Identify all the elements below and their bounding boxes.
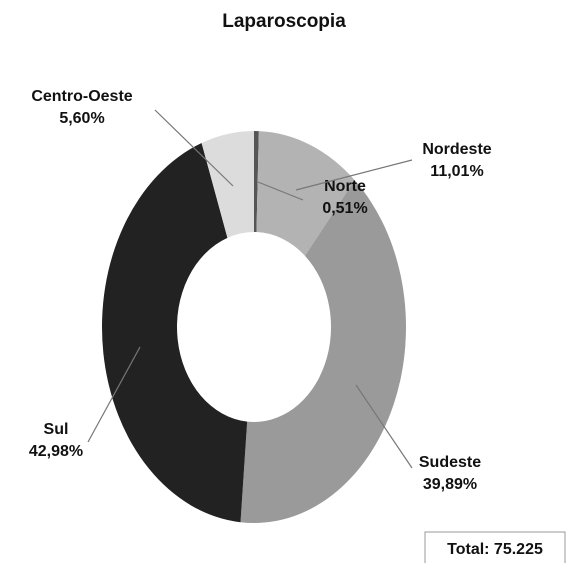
leader-line [295, 159, 413, 191]
slice [201, 131, 254, 238]
slice-name: Nordeste [422, 141, 491, 158]
leader-line [87, 346, 141, 443]
slice-value: 42,98% [29, 443, 83, 460]
total-box [424, 531, 566, 563]
slice-value: 5,60% [59, 110, 104, 127]
total-label: Total: 75.225 [447, 541, 543, 558]
slice-name: Sudeste [419, 454, 481, 471]
slice-value: 11,01% [430, 163, 483, 180]
slice [240, 180, 406, 523]
leader-line [355, 384, 413, 469]
slice-value: 0,51% [322, 200, 367, 217]
slice [254, 131, 259, 233]
slice-value: 39,89% [423, 476, 477, 493]
leader-line [154, 109, 234, 187]
slice [256, 131, 355, 256]
slice-name: Centro-Oeste [31, 88, 132, 105]
chart-title: Laparoscopia [222, 11, 346, 32]
slice [102, 143, 248, 523]
leader-line [257, 181, 304, 201]
slice-name: Sul [44, 421, 69, 438]
slice-name: Norte [324, 178, 366, 195]
